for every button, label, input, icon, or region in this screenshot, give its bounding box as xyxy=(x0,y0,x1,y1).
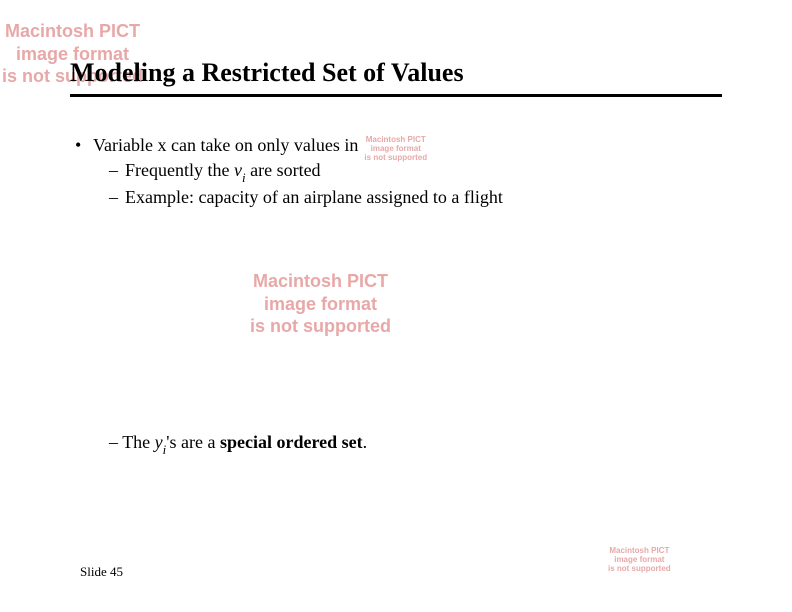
sub3-a: The xyxy=(122,432,154,452)
sub1-var: v xyxy=(234,160,242,180)
pict-error-inline: Macintosh PICT image format is not suppo… xyxy=(364,135,427,163)
body: • Variable x can take on only values in … xyxy=(75,135,715,210)
sub-bullet-2-text: Example: capacity of an airplane assigne… xyxy=(125,187,503,208)
slide-number: Slide 45 xyxy=(80,564,123,580)
pict-error-line: Macintosh PICT xyxy=(366,135,426,144)
sub-bullet-1: – Frequently the vi are sorted xyxy=(109,160,715,185)
slide: Macintosh PICT image format is not suppo… xyxy=(0,0,792,612)
page-title: Modeling a Restricted Set of Values xyxy=(70,58,722,94)
pict-error-line: is not supported xyxy=(608,564,671,573)
sub1-b: are sorted xyxy=(246,160,321,180)
bullet-1: • Variable x can take on only values in … xyxy=(75,135,715,156)
sub3-bold: special ordered set xyxy=(220,432,363,452)
pict-error-line: Macintosh PICT xyxy=(250,270,391,293)
pict-error-line: Macintosh PICT xyxy=(608,546,671,555)
pict-error-line: is not supported xyxy=(250,315,391,338)
sub-bullet-3: – The yi's are a special ordered set. xyxy=(109,432,367,457)
sub3-b: 's are a xyxy=(166,432,220,452)
dash-marker: – xyxy=(109,432,122,452)
pict-error-line: image format xyxy=(371,144,421,153)
dash-marker: – xyxy=(109,160,125,181)
title-underline xyxy=(70,94,722,97)
sub-bullet-2: – Example: capacity of an airplane assig… xyxy=(109,187,715,208)
title-block: Modeling a Restricted Set of Values xyxy=(70,58,722,97)
bullet-1-label: Variable x can take on only values in xyxy=(93,135,358,155)
pict-error-line: image format xyxy=(608,555,671,564)
pict-error-center: Macintosh PICT image format is not suppo… xyxy=(250,270,391,338)
pict-error-line: Macintosh PICT xyxy=(2,20,143,43)
sub-bullet-1-text: Frequently the vi are sorted xyxy=(125,160,321,185)
pict-error-line: is not supported xyxy=(364,153,427,162)
sub1-sub: i xyxy=(242,170,246,185)
sub3-var: y xyxy=(155,432,163,452)
sub3-sub: i xyxy=(163,442,167,457)
pict-error-bottom-right: Macintosh PICT image format is not suppo… xyxy=(608,546,671,574)
dash-marker: – xyxy=(109,187,125,208)
bullet-marker: • xyxy=(75,135,93,156)
bullet-1-text: Variable x can take on only values in Ma… xyxy=(93,135,715,156)
sub1-a: Frequently the xyxy=(125,160,234,180)
pict-error-line: image format xyxy=(250,293,391,316)
sub3-c: . xyxy=(363,432,368,452)
